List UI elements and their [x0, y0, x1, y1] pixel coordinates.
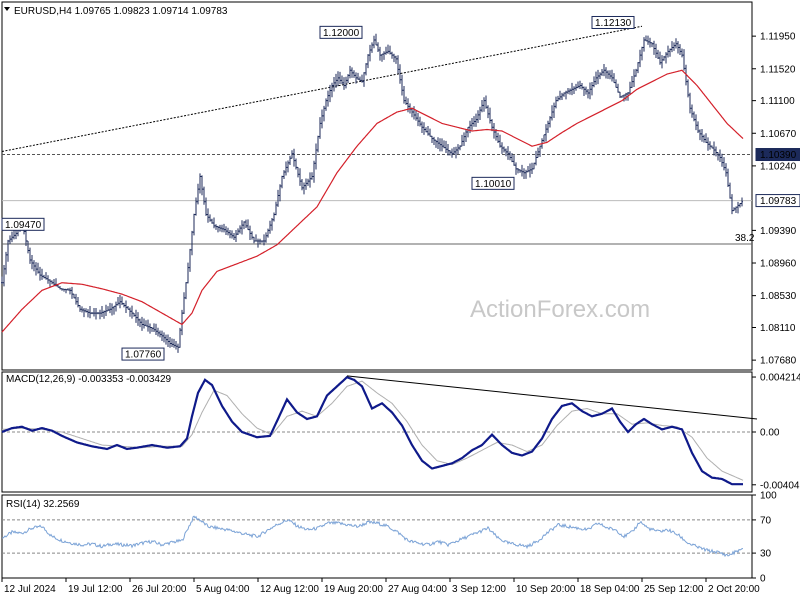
macd-trendline [346, 375, 758, 420]
price-annotation-label: 1.12000 [323, 28, 360, 39]
price-annotation-label: 1.12130 [595, 18, 632, 29]
rsi-tick-label: 70 [760, 515, 772, 526]
price-annotation-box [319, 25, 363, 39]
rsi-panel: RSI(14) 32.2569 100 70 30 0 [2, 491, 777, 585]
x-tick-label: 19 Aug 20:00 [324, 584, 383, 595]
x-tick-label: 25 Sep 12:00 [644, 584, 704, 595]
rsi-panel-header: RSI(14) 32.2569 [6, 499, 80, 510]
price-panel-header: EURUSD,H4 1.09765 1.09823 1.09714 1.0978… [14, 6, 228, 17]
price-tick-label: 1.10670 [760, 129, 797, 140]
macd-line [1, 375, 743, 486]
price-annotation-box [471, 176, 515, 190]
price-tick-label: 1.09390 [760, 226, 797, 237]
price-annotation-box [591, 15, 635, 29]
macd-tick-label: -0.004047 [760, 480, 800, 491]
macd-panel: MACD(12,26,9) -0.003353 -0.003429 0.00421… [1, 373, 800, 491]
price-axis-tag-label: 1.09783 [760, 196, 797, 207]
price-tick-label: 1.08530 [760, 291, 797, 302]
price-axis-tag-label: 1.10390 [760, 150, 797, 161]
x-tick-label: 12 Aug 12:00 [260, 584, 319, 595]
price-tick-label: 1.08960 [760, 259, 797, 270]
macd-tick-label: 0.004214 [760, 373, 800, 384]
dropdown-triangle-icon [4, 7, 10, 11]
x-tick-label: 5 Aug 04:00 [196, 584, 250, 595]
price-annotation-label: 1.07760 [125, 350, 162, 361]
price-panel: 1.11950 1.11520 1.11100 1.10670 1.10240 1.093… [1, 6, 800, 367]
panel-border-rsi [1, 494, 753, 579]
price-tick-label: 1.10240 [760, 161, 797, 172]
rsi-tick-label: 0 [760, 574, 766, 585]
panel-border-main [1, 1, 753, 371]
price-tick-label: 1.08110 [760, 323, 796, 334]
price-tick-label: 1.11520 [760, 64, 796, 75]
moving-average-line [1, 69, 744, 333]
price-annotation-label: 1.09470 [5, 220, 42, 231]
price-tick-label: 1.11950 [760, 32, 796, 43]
x-tick-label: 12 Jul 2024 [4, 584, 56, 595]
price-annotation-box [1, 217, 45, 231]
macd-panel-header: MACD(12,26,9) -0.003353 -0.003429 [6, 374, 172, 385]
price-tick-label: 1.07680 [760, 356, 797, 367]
rsi-tick-label: 30 [760, 549, 772, 560]
x-tick-label: 27 Aug 04:00 [388, 584, 447, 595]
x-tick-label: 18 Sep 04:00 [580, 584, 640, 595]
macd-tick-label: 0.00 [760, 428, 780, 439]
price-tick-label: 1.11100 [760, 96, 795, 107]
x-axis: 12 Jul 2024 19 Jul 12:00 26 Jul 20:00 5 Aug… [1, 578, 760, 595]
watermark: ActionForex.com [470, 296, 650, 323]
macd-signal-line [1, 380, 744, 481]
price-annotation-box [121, 347, 165, 361]
x-tick-label: 2 Oct 20:00 [708, 584, 760, 595]
rsi-line [2, 515, 743, 558]
price-axis-tag [755, 194, 800, 208]
trendline [1, 25, 643, 152]
x-tick-label: 10 Sep 20:00 [516, 584, 576, 595]
x-tick-label: 19 Jul 12:00 [68, 584, 123, 595]
price-axis-tag [755, 148, 800, 162]
price-annotation-label: 1.10010 [475, 179, 512, 190]
x-tick-label: 3 Sep 12:00 [452, 584, 506, 595]
x-tick-label: 26 Jul 20:00 [132, 584, 187, 595]
fib-level-label: 38.2 [735, 233, 755, 244]
rsi-tick-label: 100 [760, 491, 777, 502]
